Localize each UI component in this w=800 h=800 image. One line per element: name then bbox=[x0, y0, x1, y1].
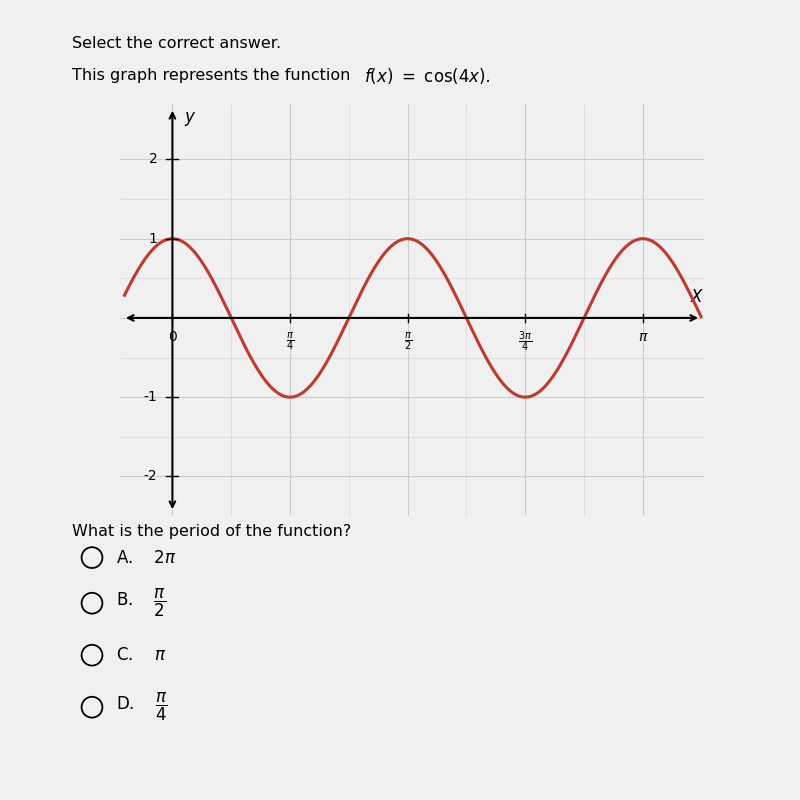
Text: $f(x)\ =\ \cos(4x)$.: $f(x)\ =\ \cos(4x)$. bbox=[364, 66, 490, 86]
Text: 1: 1 bbox=[149, 232, 158, 246]
Text: This graph represents the function: This graph represents the function bbox=[72, 68, 355, 83]
Text: X: X bbox=[691, 288, 702, 306]
Text: What is the period of the function?: What is the period of the function? bbox=[72, 524, 351, 539]
Text: Select the correct answer.: Select the correct answer. bbox=[72, 36, 281, 51]
Text: 2: 2 bbox=[149, 153, 158, 166]
Text: -2: -2 bbox=[144, 470, 158, 483]
Text: y: y bbox=[184, 108, 194, 126]
Text: -1: -1 bbox=[144, 390, 158, 404]
Text: A.    $2\pi$: A. $2\pi$ bbox=[116, 549, 177, 566]
Text: B.    $\dfrac{\pi}{2}$: B. $\dfrac{\pi}{2}$ bbox=[116, 587, 166, 619]
Text: $\frac{\pi}{4}$: $\frac{\pi}{4}$ bbox=[286, 330, 294, 351]
Text: $\frac{3\pi}{4}$: $\frac{3\pi}{4}$ bbox=[518, 330, 532, 354]
Text: C.    $\pi$: C. $\pi$ bbox=[116, 646, 166, 664]
Text: $\frac{\pi}{2}$: $\frac{\pi}{2}$ bbox=[403, 330, 412, 351]
Text: 0: 0 bbox=[168, 330, 177, 344]
Text: $\pi$: $\pi$ bbox=[638, 330, 648, 344]
Text: D.    $\dfrac{\pi}{4}$: D. $\dfrac{\pi}{4}$ bbox=[116, 691, 168, 723]
